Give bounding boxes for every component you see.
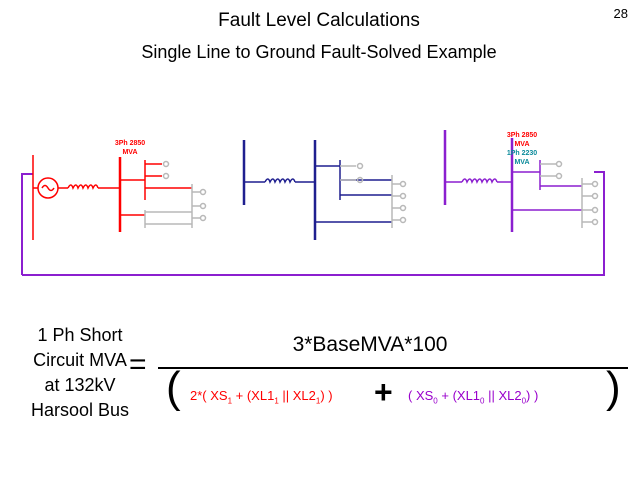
right-parenthesis: ) [606, 363, 621, 412]
term1-suffix: ) ) [320, 388, 333, 403]
positive-sequence-term: 2*( XS1 + (XL11 || XL21) ) [190, 388, 333, 406]
bus4-3ph-label-line1: 3Ph 2850 [507, 132, 537, 139]
plus-sign: + [374, 374, 393, 410]
term2-suffix: ) ) [526, 388, 539, 403]
term1-mid: || XL2 [278, 388, 316, 403]
term1-sub: 1 [227, 396, 233, 406]
term2-prefix: ( XS [408, 388, 434, 403]
term2-sub: 0 [480, 396, 485, 406]
gray-loads-3 [540, 160, 599, 228]
return-loop [21, 171, 605, 276]
term2-mid: || XL2 [484, 388, 522, 403]
term1-sub: 1 [315, 396, 321, 406]
slide-number: 28 [613, 6, 628, 21]
lhs-line: Harsool Bus [30, 400, 130, 420]
bus1-label-line1: 3Ph 2850 [115, 140, 145, 147]
lhs-line: Circuit MVA [33, 350, 127, 370]
lhs-line: at 132kV [44, 375, 116, 395]
lhs-line: 1 Ph Short [37, 325, 123, 345]
term2-mid: + (XL1 [437, 388, 481, 403]
left-parenthesis: ( [166, 363, 181, 412]
equals-sign: = [129, 348, 147, 381]
term1-sub: 1 [274, 396, 279, 406]
bus4-1ph-label-line2: MVA [514, 159, 529, 166]
slide-subtitle: Single Line to Ground Fault-Solved Examp… [141, 42, 497, 62]
slide-title: Fault Level Calculations [218, 10, 420, 31]
red-section [67, 157, 192, 232]
term1-mid: + (XL1 [232, 388, 275, 403]
term1-prefix: 2*( XS [190, 388, 228, 403]
single-line-diagram: 3Ph 2850 MVA [21, 130, 605, 276]
formula-numerator: 3*BaseMVA*100 [292, 333, 448, 356]
bus4-3ph-label-line2: MVA [514, 141, 529, 148]
purple-section [443, 130, 582, 232]
blue-section [242, 140, 392, 240]
generator-icon [32, 155, 68, 240]
gray-loads-2 [340, 162, 407, 228]
zero-sequence-term: ( XS0 + (XL10 || XL20) ) [408, 388, 538, 406]
formula-lhs: 1 Ph Short Circuit MVA at 132kV Harsool … [2, 323, 158, 423]
bus1-label-line2: MVA [122, 149, 137, 156]
bus4-1ph-label-line1: 1Ph 2230 [507, 150, 537, 157]
term2-sub: 0 [433, 396, 438, 406]
fraction-line [158, 367, 628, 369]
gray-loads-1 [144, 160, 207, 228]
term2-sub: 0 [521, 396, 527, 406]
